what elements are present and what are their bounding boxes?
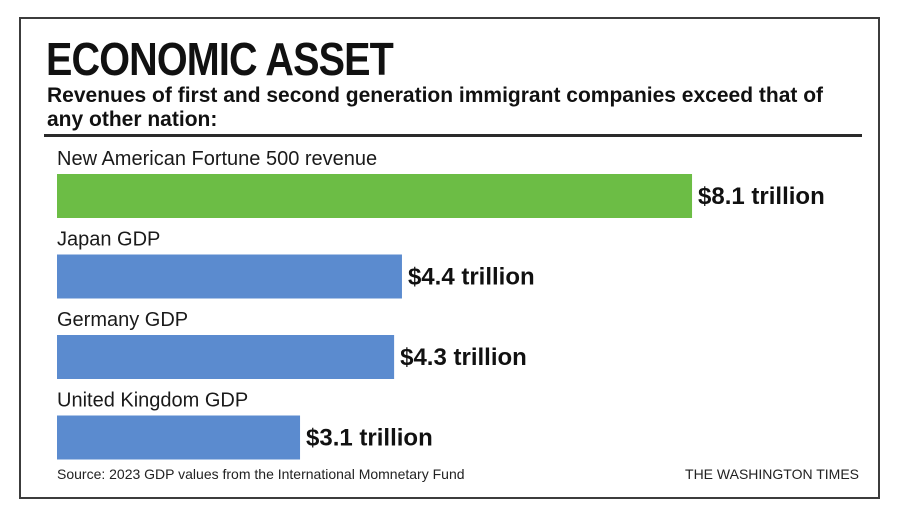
category-label-united-kingdom-gdp: United Kingdom GDP (57, 390, 248, 412)
chart-title: ECONOMIC ASSET (46, 33, 394, 85)
value-label-united-kingdom-gdp: $3.1 trillion (306, 425, 433, 452)
publisher-credit: THE WASHINGTON TIMES (685, 466, 859, 482)
category-label-new-american-fortune-500-revenue: New American Fortune 500 revenue (57, 148, 377, 170)
graphic-frame (19, 17, 880, 499)
bar-japan-gdp (57, 254, 402, 299)
title-divider (44, 134, 862, 137)
bar-germany-gdp (57, 335, 395, 379)
source-note: Source: 2023 GDP values from the Interna… (57, 466, 465, 482)
bar-new-american-fortune-500-revenue (57, 174, 693, 218)
category-label-germany-gdp: Germany GDP (57, 309, 188, 331)
chart-subtitle: Revenues of first and second generation … (47, 84, 824, 131)
value-label-japan-gdp: $4.4 trillion (408, 264, 535, 291)
value-label-new-american-fortune-500-revenue: $8.1 trillion (698, 183, 825, 210)
bar-united-kingdom-gdp (57, 415, 301, 460)
value-label-germany-gdp: $4.3 trillion (400, 344, 527, 371)
category-label-japan-gdp: Japan GDP (57, 229, 160, 251)
